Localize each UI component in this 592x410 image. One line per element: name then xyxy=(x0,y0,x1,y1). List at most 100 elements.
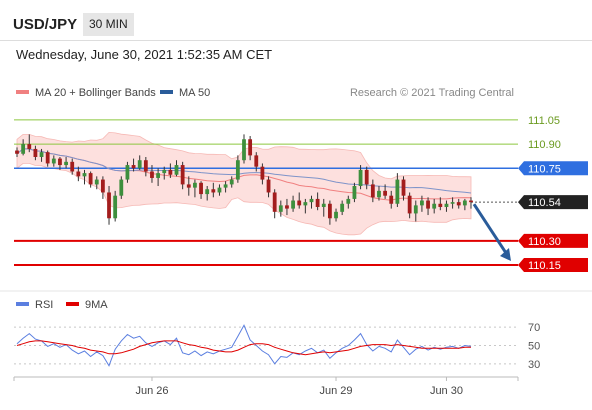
level-label-tag xyxy=(518,233,588,248)
candle-body xyxy=(100,179,105,193)
candle-body xyxy=(309,198,314,203)
candle-body xyxy=(229,179,234,185)
candle-body xyxy=(297,200,302,206)
level-label-tag xyxy=(518,161,588,176)
level-label-110-90: 110.90 xyxy=(528,139,561,151)
candle-body xyxy=(254,155,259,167)
bollinger-band xyxy=(16,131,472,236)
legend-rsi-swatch xyxy=(16,302,29,307)
candle-body xyxy=(370,184,375,198)
x-tick-label: Jun 26 xyxy=(135,385,168,397)
candle-body xyxy=(432,203,437,209)
level-label-tag xyxy=(518,258,588,273)
legend-9ma-label: 9MA xyxy=(85,299,108,311)
candle-body xyxy=(315,198,320,207)
ma50-line xyxy=(16,148,472,194)
legend-ma50: MA 50 xyxy=(160,87,210,99)
level-label-text: 110.30 xyxy=(528,236,561,248)
x-tick-label: Jun 29 xyxy=(320,385,353,397)
candle-body xyxy=(33,148,38,157)
legend-rsi-label: RSI xyxy=(35,299,54,311)
candle-body xyxy=(334,211,338,219)
candle-body xyxy=(193,182,197,188)
candle-body xyxy=(217,187,222,193)
level-label-text: 111.05 xyxy=(528,115,560,127)
candle-body xyxy=(377,190,381,198)
candle-body xyxy=(340,203,345,212)
candle-body xyxy=(94,179,99,185)
header-bar: USD/JPY 30 MIN xyxy=(0,0,592,41)
candle-body xyxy=(150,171,154,178)
candle-body xyxy=(364,169,369,185)
candle-body xyxy=(45,152,50,164)
candle-body xyxy=(113,195,118,219)
x-tick-label: Jun 30 xyxy=(430,385,463,397)
candle-body xyxy=(426,200,430,209)
candle-body xyxy=(456,202,461,206)
rsi-tick-label: 50 xyxy=(528,341,540,353)
level-label-110-30: 110.30 xyxy=(518,233,588,248)
candle-body xyxy=(168,169,173,175)
credit-text: Research © 2021 Trading Central xyxy=(349,87,514,99)
candle-body xyxy=(358,169,363,187)
candle-body xyxy=(211,189,216,193)
rsi-series-9ma xyxy=(16,340,471,356)
level-label-110-54: 110.54 xyxy=(518,195,588,210)
timestamp: Wednesday, June 30, 2021 1:52:35 AM CET xyxy=(16,47,273,62)
legend-9ma: 9MA xyxy=(66,299,108,311)
legend-ma50-swatch xyxy=(160,90,173,95)
candle-body xyxy=(64,161,68,166)
symbol-label: USD/JPY xyxy=(13,16,78,33)
candle-body xyxy=(223,184,228,188)
candle-body xyxy=(248,139,253,156)
candle-body xyxy=(21,144,26,154)
candle-body xyxy=(352,186,357,199)
candle-body xyxy=(401,179,406,196)
candle-body xyxy=(58,158,62,166)
candle-body xyxy=(76,171,81,177)
legend-ma20: MA 20 + Bollinger Bands xyxy=(16,87,156,99)
legend-ma20-label: MA 20 + Bollinger Bands xyxy=(35,87,156,99)
candle-body xyxy=(278,205,283,212)
interval-button[interactable]: 30 MIN xyxy=(83,13,134,36)
candle-body xyxy=(389,195,394,204)
candle-body xyxy=(413,205,418,214)
candle-body xyxy=(383,190,388,196)
candle-body xyxy=(143,160,148,172)
candle-body xyxy=(186,184,191,188)
candle-body xyxy=(285,205,289,209)
candle-body xyxy=(395,179,400,204)
candle-body xyxy=(199,182,203,195)
candle-body xyxy=(327,203,332,219)
candle-body xyxy=(266,179,271,193)
candle-body xyxy=(462,200,467,206)
candle-body xyxy=(156,173,161,178)
legend-ma50-label: MA 50 xyxy=(179,87,211,99)
candle-body xyxy=(39,152,44,157)
candle-body xyxy=(107,192,111,219)
candle-body xyxy=(27,144,32,149)
level-label-111-05: 111.05 xyxy=(528,115,560,127)
rsi-tick-label: 70 xyxy=(528,322,540,334)
rsi-tick-label: 30 xyxy=(528,359,540,371)
legend-rsi: RSI xyxy=(16,299,53,311)
level-label-110-75: 110.75 xyxy=(518,161,588,176)
candle-body xyxy=(180,165,185,185)
candle-body xyxy=(450,202,455,204)
candle-body xyxy=(205,189,210,195)
projection-arrow-line xyxy=(472,203,510,257)
level-label-text: 110.90 xyxy=(528,139,561,151)
level-label-tag xyxy=(518,195,588,210)
candle-body xyxy=(242,139,246,161)
candle-body xyxy=(272,192,277,212)
level-label-text: 110.75 xyxy=(528,163,561,175)
legend-9ma-swatch xyxy=(66,302,79,307)
candle-body xyxy=(15,150,19,154)
level-label-text: 110.54 xyxy=(528,197,561,209)
legend-ma20-swatch xyxy=(16,90,29,95)
candle-body xyxy=(174,165,179,175)
candle-body xyxy=(260,166,265,180)
candle-body xyxy=(70,161,75,172)
level-label-110-15: 110.15 xyxy=(518,258,588,273)
